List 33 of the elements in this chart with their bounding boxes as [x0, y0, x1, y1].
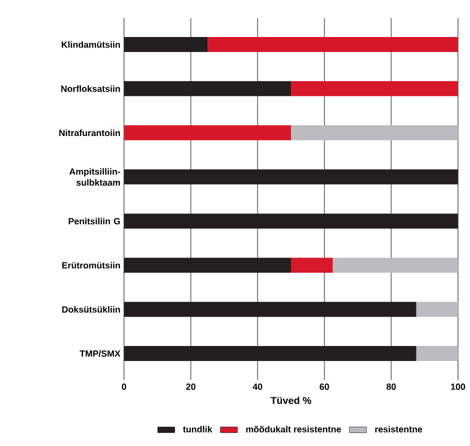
y-tick-label: Nitrafurantoiin	[59, 129, 120, 136]
x-tick-label: 40	[252, 384, 262, 390]
bar	[332, 258, 458, 273]
y-tick-label: Norfloksatsiin	[61, 85, 120, 92]
x-axis-title: Tüved %	[270, 396, 312, 404]
y-tick-label: Doksütsükliin	[62, 306, 120, 313]
x-tick-label: 20	[186, 384, 196, 390]
bar	[124, 214, 458, 229]
bar	[124, 346, 416, 362]
bar	[124, 258, 292, 273]
x-tick-label: 80	[386, 384, 396, 390]
bar	[291, 125, 458, 140]
bar	[291, 81, 458, 96]
y-tick-label: Erütromütsiin	[62, 262, 120, 269]
bar	[291, 258, 333, 273]
bar	[416, 346, 458, 362]
bar	[416, 302, 458, 317]
bar	[124, 125, 292, 140]
y-tick-label: Ampitsilliin-sulbktaam	[69, 168, 120, 186]
x-tick-label: 100	[451, 384, 466, 390]
bar	[124, 36, 208, 52]
bar	[124, 302, 416, 317]
legend-label: tundlik	[183, 426, 212, 432]
y-tick-label: Penitsiliin G	[68, 218, 120, 224]
legend-label: resistentne	[375, 426, 422, 432]
bar	[208, 36, 458, 52]
legend-label: mõõdukalt resistentne	[246, 426, 341, 432]
x-tick-label: 60	[320, 384, 330, 390]
x-tick-label: 0	[122, 384, 126, 390]
bar	[124, 81, 292, 96]
y-tick-label: TMP/SMX	[80, 350, 120, 357]
bar	[124, 169, 458, 184]
y-tick-label: Klindamütsiin	[62, 41, 120, 48]
